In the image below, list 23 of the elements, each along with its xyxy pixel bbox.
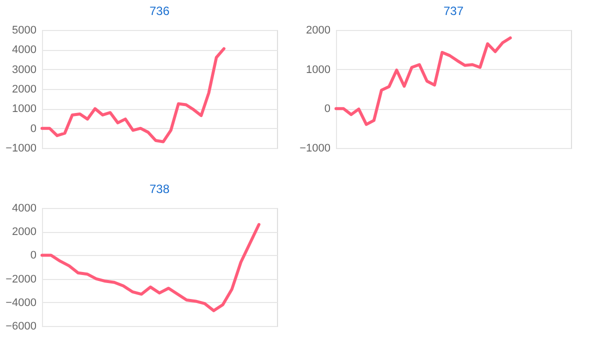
- y-tick-label: 2000: [12, 84, 36, 96]
- chart-title: 736: [149, 4, 170, 18]
- y-tick-label: 0: [30, 250, 36, 262]
- y-tick-label: −4000: [6, 296, 36, 309]
- chart-title: 737: [443, 4, 464, 18]
- y-tick-label: 0: [324, 103, 330, 116]
- y-tick-label: 1000: [306, 64, 330, 76]
- y-tick-label: 4000: [12, 202, 36, 214]
- y-tick-label: 5000: [12, 24, 36, 36]
- y-tick-label: −2000: [6, 273, 36, 286]
- y-tick-label: 2000: [306, 24, 330, 36]
- y-tick-label: −6000: [6, 320, 36, 332]
- y-tick-label: 3000: [12, 64, 36, 76]
- line-series: [40, 223, 260, 312]
- y-tick-label: 2000: [12, 226, 36, 238]
- y-tick-label: −1000: [300, 142, 330, 154]
- line-series: [334, 36, 512, 126]
- y-tick-label: 0: [30, 122, 36, 135]
- line-series: [40, 47, 226, 144]
- y-tick-label: 1000: [12, 103, 36, 116]
- chart-title: 738: [149, 182, 170, 196]
- y-tick-label: −1000: [6, 142, 36, 154]
- y-tick-label: 4000: [12, 44, 36, 56]
